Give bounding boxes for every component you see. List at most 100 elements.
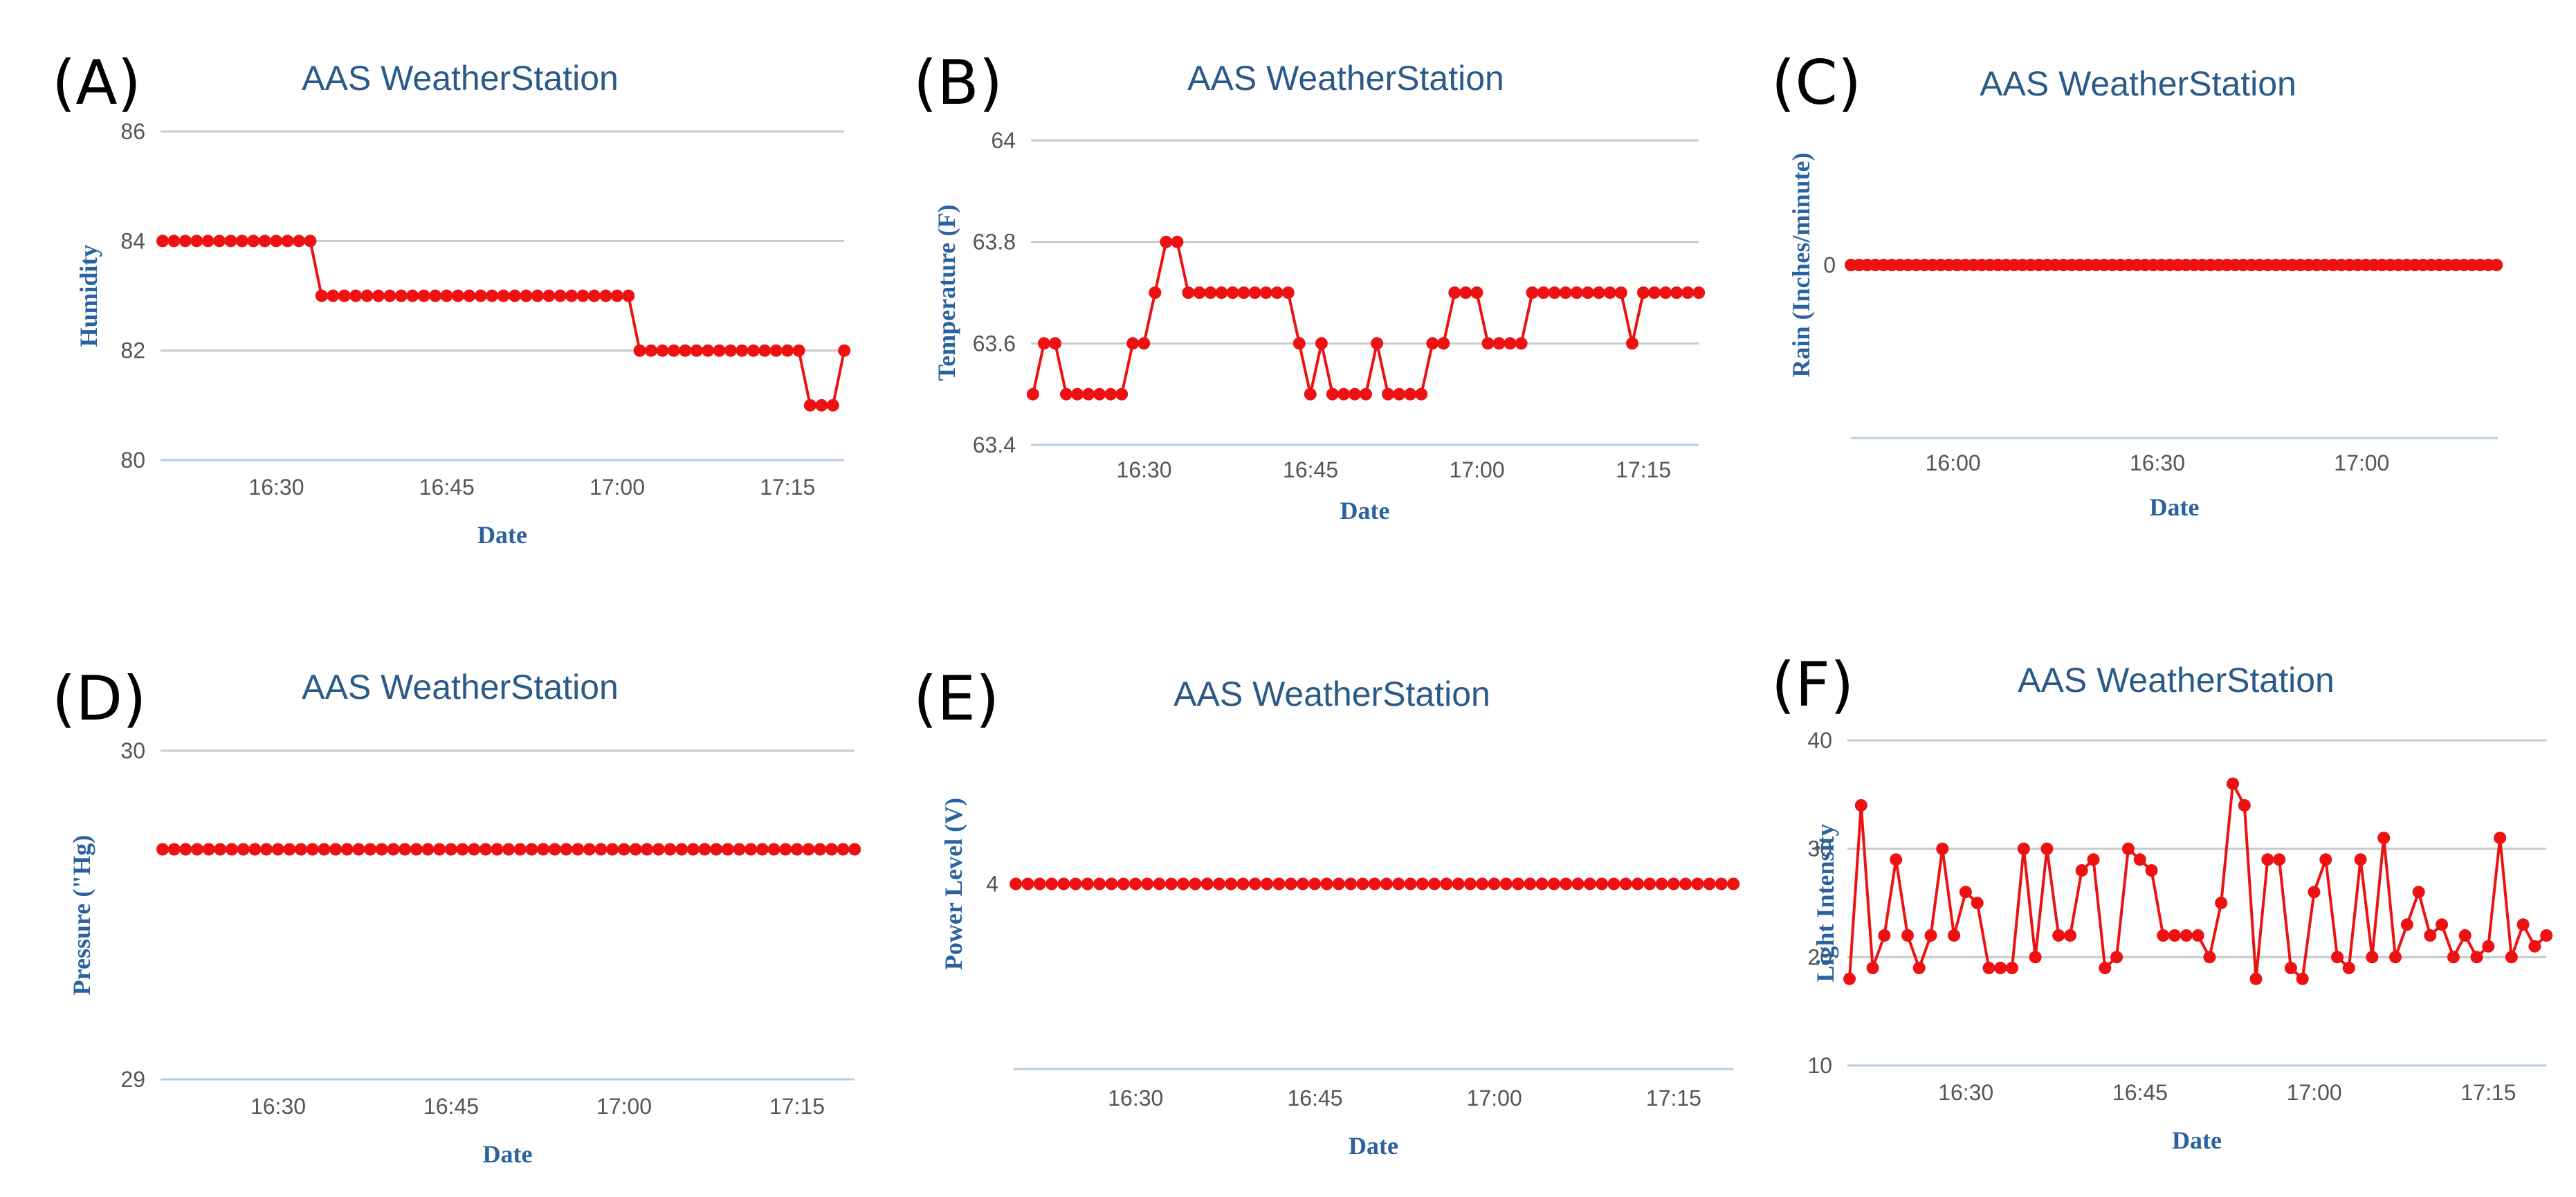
data-point [1492, 337, 1506, 350]
data-point [1104, 387, 1117, 401]
data-point [352, 843, 365, 856]
data-point [2180, 929, 2193, 942]
data-point [1592, 286, 1605, 299]
data-point [433, 843, 446, 856]
data-point [364, 843, 377, 856]
chart-e: 4 16:30 16:45 17:00 17:15 AAS WeatherStation D… [940, 675, 1740, 1160]
data-point [698, 843, 711, 856]
data-point [745, 843, 758, 856]
data-point [1045, 877, 1058, 890]
data-point [679, 344, 692, 357]
data-point [1057, 877, 1070, 890]
data-point [1126, 337, 1140, 350]
data-point [394, 289, 408, 302]
x-tick-label: 17:00 [590, 475, 645, 500]
data-point [1583, 877, 1596, 890]
data-point [1060, 387, 1072, 401]
data-point [1659, 286, 1672, 299]
data-point [1994, 962, 2007, 974]
y-axis-title: Rain (Inches/minute) [1787, 152, 1815, 377]
x-tick-label: 16:45 [419, 475, 475, 500]
y-axis-title: Pressure ("Hg) [68, 835, 95, 996]
data-point [2540, 929, 2553, 942]
data-point [1631, 877, 1644, 890]
data-point [468, 843, 481, 856]
x-tick-label: 16:30 [2130, 450, 2185, 475]
panel-label-e: (E) [913, 663, 999, 734]
data-point [281, 235, 294, 248]
data-point [304, 235, 317, 248]
data-point [1404, 387, 1417, 401]
data-point [1081, 877, 1094, 890]
data-point [629, 843, 642, 856]
data-point [1069, 877, 1082, 890]
data-point [2157, 929, 2170, 942]
data-point [2505, 951, 2518, 964]
data-point [1426, 337, 1439, 350]
data-point [1049, 337, 1061, 350]
data-point [1164, 877, 1178, 890]
data-point [1349, 387, 1361, 401]
data-point [633, 344, 646, 357]
data-point [1607, 877, 1620, 890]
data-point [479, 843, 492, 856]
data-point [1643, 877, 1656, 890]
data-point [1320, 877, 1333, 890]
data-point [1356, 877, 1369, 890]
data-point [1692, 286, 1706, 299]
data-point [1452, 877, 1465, 890]
x-axis-title: Date [477, 521, 527, 549]
data-point [1129, 877, 1142, 890]
y-tick-label: 80 [120, 448, 145, 473]
data-point [1547, 877, 1560, 890]
data-point [769, 344, 783, 357]
y-tick-label: 0 [1823, 253, 1836, 277]
data-point [2040, 842, 2054, 855]
panel-label-f: (F) [1771, 649, 1854, 720]
data-point [803, 399, 816, 412]
chart-title: AAS WeatherStation [302, 59, 619, 98]
data-point [1526, 286, 1539, 299]
data-point [1308, 877, 1322, 890]
data-point [375, 843, 388, 856]
data-point [1571, 877, 1584, 890]
data-point [1272, 877, 1286, 890]
data-point [1138, 337, 1151, 350]
data-point [2133, 853, 2146, 866]
data-point [1315, 337, 1328, 350]
data-point [1171, 235, 1184, 248]
data-point [792, 344, 805, 357]
data-point [399, 843, 412, 856]
data-point [2412, 886, 2425, 899]
data-point [747, 344, 760, 357]
data-point [1010, 877, 1023, 890]
data-point [340, 843, 354, 856]
data-point [1614, 286, 1627, 299]
data-point [610, 289, 623, 302]
data-point [2331, 951, 2344, 964]
data-point [1476, 877, 1489, 890]
x-tick-label: 17:00 [2287, 1080, 2342, 1105]
data-point [248, 843, 262, 856]
data-point [1537, 286, 1550, 299]
data-point [444, 843, 457, 856]
data-point [667, 344, 680, 357]
data-point [1715, 877, 1728, 890]
data-point [1890, 853, 1903, 866]
data-point [1204, 286, 1217, 299]
chart-a: 80 82 84 86 16:30 16:45 17:00 17:15 AAS WeatherS… [75, 59, 851, 549]
data-point [156, 235, 169, 248]
data-point [1115, 387, 1129, 401]
y-tick-label: 86 [120, 119, 145, 144]
data-point [167, 235, 181, 248]
data-point [451, 289, 464, 302]
x-tick-label: 17:00 [1450, 457, 1505, 482]
y-tick-label: 63.6 [973, 331, 1016, 356]
y-tick-label: 20 [1807, 944, 1832, 969]
data-point [2261, 853, 2274, 866]
y-tick-label: 40 [1807, 728, 1832, 753]
data-point [1415, 387, 1428, 401]
data-point [1596, 877, 1609, 890]
data-point [1326, 387, 1339, 401]
y-axis-title: Light Intensity [1811, 823, 1839, 982]
